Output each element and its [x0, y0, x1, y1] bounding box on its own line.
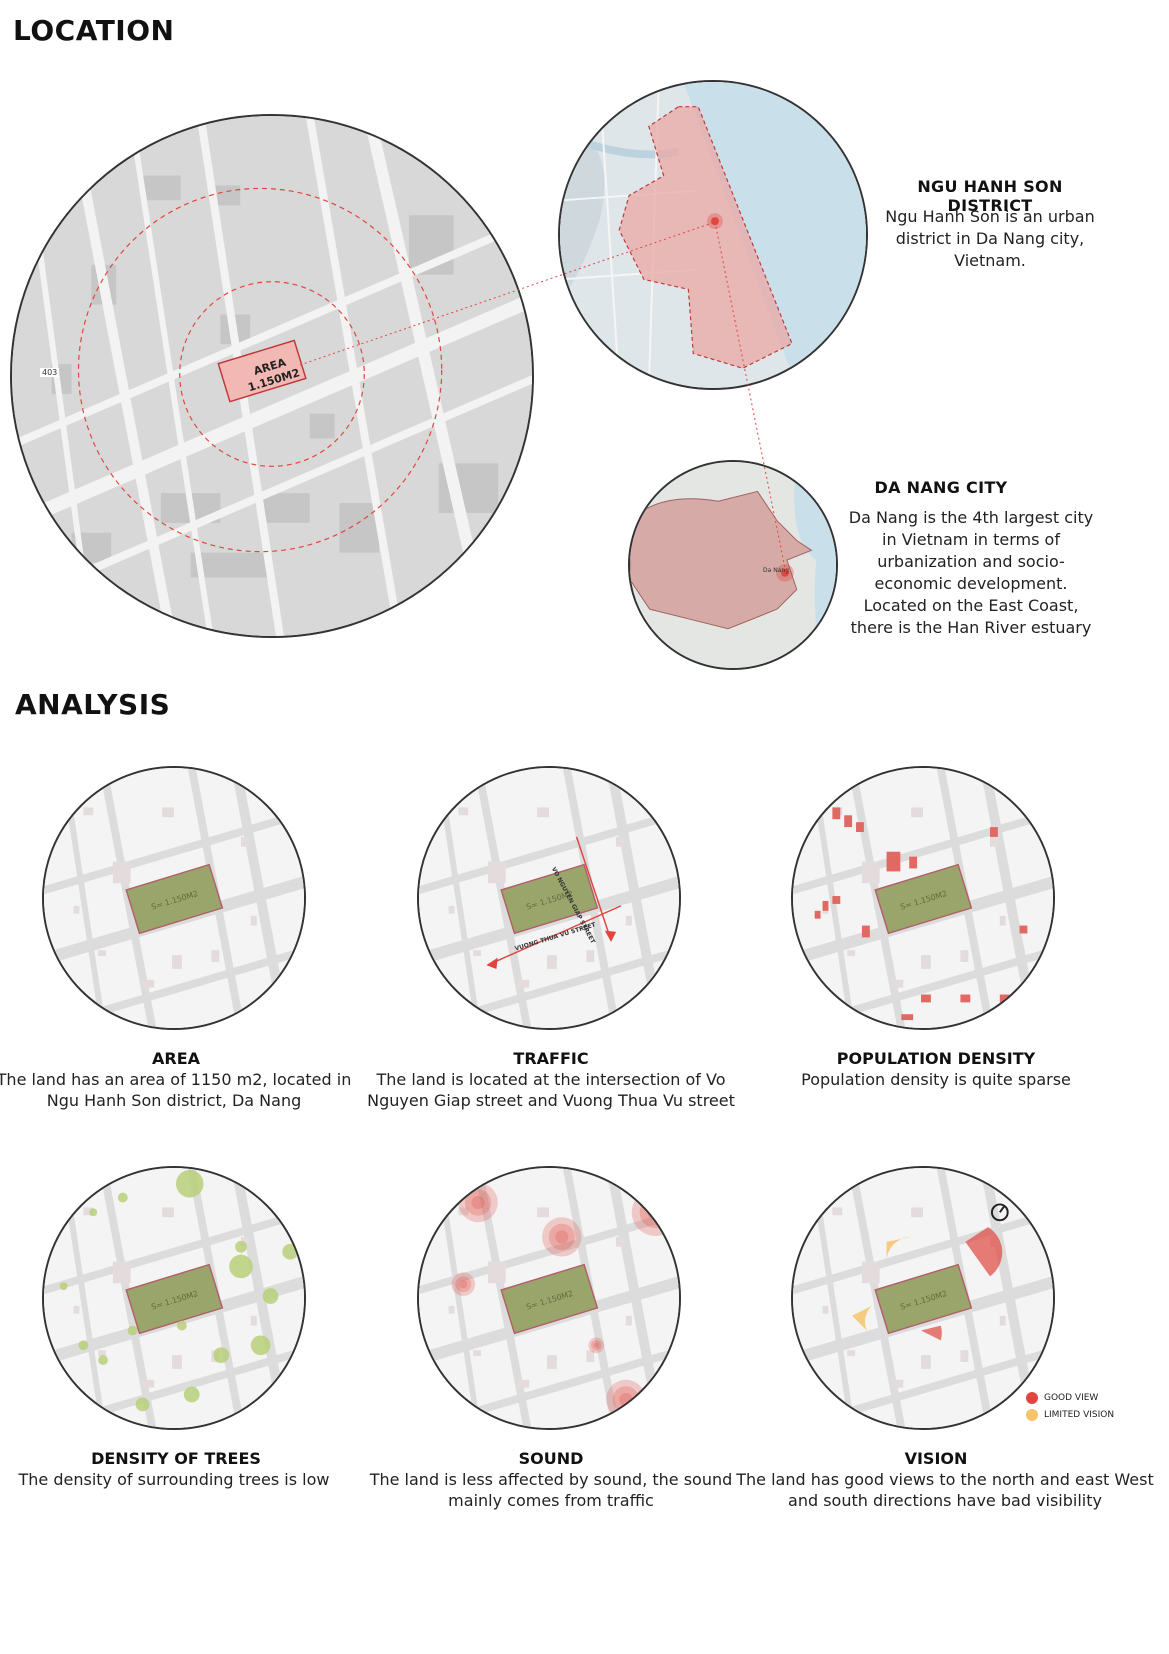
area-caption-text: The land has an area of 1150 m2, located…: [0, 1070, 352, 1110]
analysis-base-map: S= 1.150M2: [44, 768, 304, 1028]
sound-sources: [451, 1182, 679, 1420]
population-caption-title: POPULATION DENSITY: [836, 1049, 1036, 1068]
city-map-label: Da Nang: [763, 567, 789, 574]
vision-sectors: [852, 1203, 1009, 1341]
limited-view-west: [852, 1305, 872, 1331]
population-circle: S= 1.150M2: [791, 766, 1055, 1030]
site-parcel: S= 1.150M2: [874, 1263, 973, 1335]
limited-vision-label: LIMITED VISION: [1044, 1410, 1115, 1420]
arrowhead-ns: [604, 930, 617, 942]
district-title: NGU HANH SON DISTRICT: [917, 177, 1063, 215]
site-rect: [500, 1263, 599, 1335]
legend-limited-vision: LIMITED VISION: [1026, 1409, 1114, 1421]
site-parcel: S= 1.150M2: [125, 863, 224, 935]
good-view-label: GOOD VIEW: [1044, 1393, 1099, 1403]
city-map: [630, 462, 836, 668]
analysis-base-map: S= 1.150M2: [793, 1168, 1053, 1428]
buildings: [73, 807, 257, 988]
traffic-arrow-ew: [487, 905, 622, 966]
analysis-heading: ANALYSIS: [15, 688, 171, 721]
traffic-arrows: [486, 836, 622, 969]
city-text: Da Nang is the 4th largest city in Vietn…: [848, 508, 1094, 637]
limited-vision-swatch: [1026, 1409, 1038, 1421]
traffic-caption-title: TRAFFIC: [513, 1049, 589, 1068]
sound-caption-text: The land is less affected by sound, the …: [369, 1470, 733, 1510]
area-caption-title: AREA: [151, 1049, 200, 1068]
buildings: [73, 1207, 257, 1388]
site-rect: [874, 1263, 973, 1335]
site-rect: [874, 863, 973, 935]
arrowhead-ew: [486, 957, 498, 969]
vision-caption-text: The land has good views to the north and…: [736, 1470, 1154, 1510]
buildings: [448, 1207, 632, 1388]
sound-circle: S= 1.150M2: [417, 1166, 681, 1430]
district-text: Ngu Hanh Son is an urban district in Da …: [885, 207, 1095, 270]
good-view-south: [921, 1325, 942, 1341]
buildings: [448, 807, 632, 988]
population-buildings: [814, 807, 1028, 1021]
traffic-arrow-ns: [575, 836, 612, 941]
trees-circle: S= 1.150M2: [42, 1166, 306, 1430]
legend-good-view: GOOD VIEW: [1026, 1392, 1098, 1404]
site-map: [12, 116, 532, 636]
trees-caption-title: DENSITY OF TREES: [91, 1449, 261, 1468]
analysis-base-map: S= 1.150M2: [793, 768, 1053, 1028]
district-map: [560, 82, 866, 388]
site-parcel: S= 1.150M2: [125, 1263, 224, 1335]
location-heading: LOCATION: [13, 14, 175, 47]
analysis-base-map: S= 1.150M2: [419, 1168, 679, 1428]
roads: [793, 768, 1053, 1028]
limited-view-north: [886, 1236, 912, 1262]
analysis-base-map: S= 1.150M2: [44, 1168, 304, 1428]
city-map-circle: [628, 460, 838, 670]
good-view-east: [965, 1227, 1003, 1277]
good-view-swatch: [1026, 1392, 1038, 1404]
site-parcel: S= 1.150M2: [874, 863, 973, 935]
site-map-circle: [10, 114, 534, 638]
vision-circle: S= 1.150M2: [791, 1166, 1055, 1430]
compass-icon: [990, 1203, 1009, 1222]
city-title: DA NANG CITY: [874, 478, 1008, 497]
sound-caption-title: SOUND: [518, 1449, 584, 1468]
tree-canopies: [54, 1169, 299, 1412]
road-badge: 403: [40, 368, 60, 377]
area-circle: S= 1.150M2: [42, 766, 306, 1030]
trees-caption-text: The density of surrounding trees is low: [18, 1470, 330, 1489]
population-caption-text: Population density is quite sparse: [801, 1070, 1071, 1089]
site-parcel: S= 1.150M2: [500, 863, 599, 935]
traffic-caption-text: The land is located at the intersection …: [367, 1070, 735, 1110]
analysis-base-map: S= 1.150M2: [419, 768, 679, 1028]
site-parcel: S= 1.150M2: [500, 1263, 599, 1335]
site-rect: [500, 863, 599, 935]
site-rect: [125, 1263, 224, 1335]
district-map-circle: [558, 80, 868, 390]
traffic-circle: S= 1.150M2: [417, 766, 681, 1030]
site-rect: [125, 863, 224, 935]
vision-caption-title: VISION: [904, 1449, 968, 1468]
